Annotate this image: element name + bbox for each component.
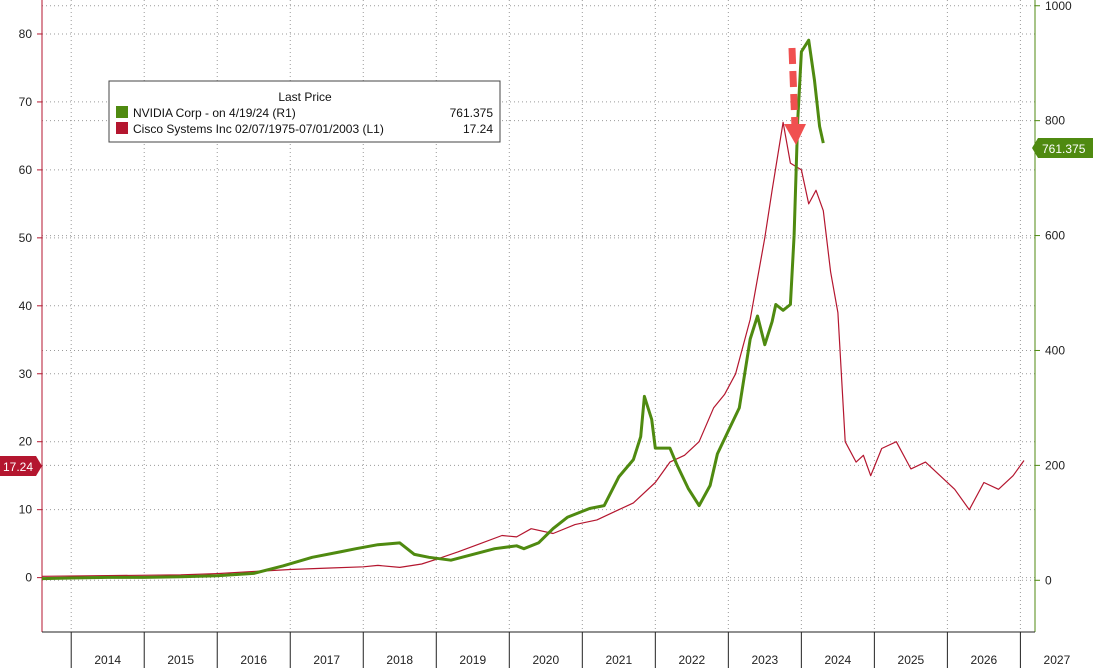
legend: Last Price NVIDIA Corp - on 4/19/24 (R1)… [108,80,501,143]
x-tick-label: 2014 [94,653,121,667]
left-tick-label: 0 [25,571,32,585]
last-price-tag-nvidia: 761.375 [1032,138,1093,158]
cisco-tag-text: 17.24 [3,460,33,474]
legend-swatch-cisco [116,122,128,134]
nvidia-tag-shape [1032,138,1093,158]
left-tick-label: 30 [19,367,33,381]
left-tick-label: 80 [19,27,33,41]
left-tick-label: 70 [19,95,33,109]
legend-label-cisco: Cisco Systems Inc 02/07/1975-07/01/2003 … [133,122,384,136]
x-tick-label: 2024 [825,653,852,667]
right-tick-label: 800 [1045,114,1065,128]
x-tick-label: 2018 [386,653,413,667]
legend-box [108,80,501,143]
x-tick-label: 2017 [313,653,340,667]
x-tick-label: 2025 [898,653,925,667]
left-tick-label: 10 [19,503,33,517]
right-tick-label: 0 [1045,573,1052,587]
annotation-arrow [784,47,806,145]
grid [42,0,1035,632]
annotation-arrow-shaft [788,47,799,129]
last-price-tag-cisco: 17.24 [0,456,42,476]
x-tick-label: 2026 [971,653,998,667]
left-tick-label: 40 [19,299,33,313]
x-tick-label: 2023 [751,653,778,667]
right-tick-label: 200 [1045,458,1065,472]
left-tick-label: 20 [19,435,33,449]
legend-swatch-nvidia [116,106,128,118]
x-tick-label: 2022 [678,653,705,667]
x-tick-label: 2020 [532,653,559,667]
left-tick-label: 50 [19,231,33,245]
left-tick-label: 60 [19,163,33,177]
right-tick-label: 400 [1045,343,1065,357]
legend-value-cisco: 17.24 [463,122,493,136]
x-tick-label: 2015 [167,653,194,667]
x-tick-label: 2021 [605,653,632,667]
nvidia-tag-text: 761.375 [1042,142,1086,156]
x-tick-label: 2019 [459,653,486,667]
legend-label-nvidia: NVIDIA Corp - on 4/19/24 (R1) [133,106,296,120]
series-line-cisco [41,121,1025,577]
cisco-tag-shape [0,456,42,476]
series-lines [41,38,1025,581]
right-tick-label: 1000 [1045,0,1072,13]
legend-value-nvidia: 761.375 [450,106,494,120]
legend-header: Last Price [278,90,332,104]
series-line-nvidia [41,38,825,581]
right-tick-label: 600 [1045,229,1065,243]
x-tick-label: 2027 [1044,653,1071,667]
x-tick-label: 2016 [240,653,267,667]
annotation-arrow-head [784,124,806,145]
